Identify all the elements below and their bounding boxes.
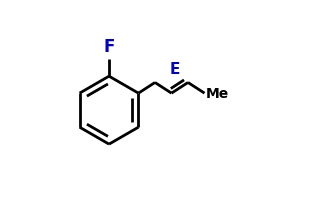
Text: E: E [170,62,180,77]
Text: Me: Me [205,87,229,101]
Text: F: F [103,38,115,56]
